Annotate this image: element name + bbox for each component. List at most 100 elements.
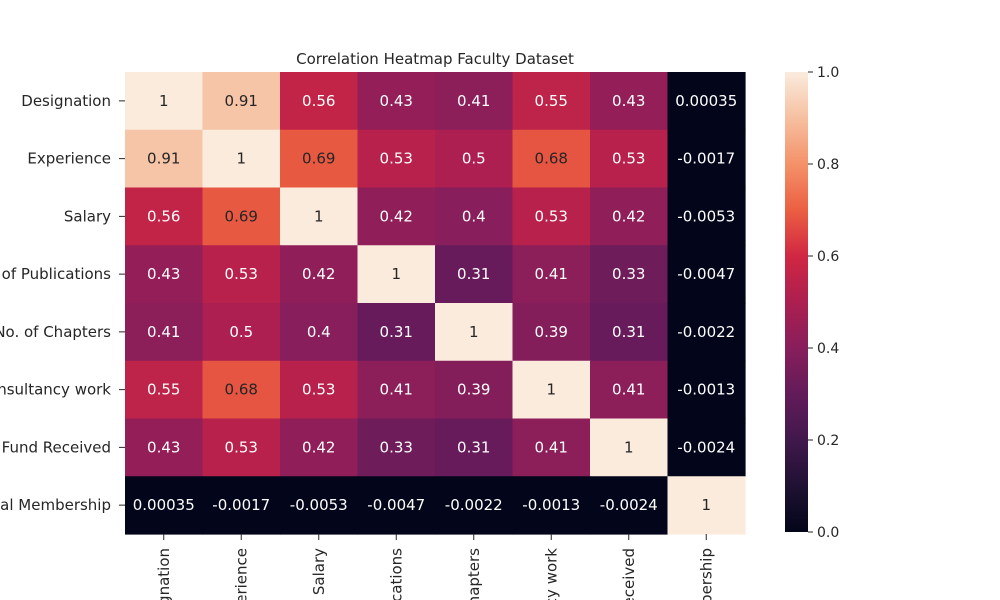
- cell-value-label: 0.00035: [675, 92, 737, 110]
- heatmap-cell: [357, 360, 436, 420]
- cell-value-label: -0.0024: [677, 438, 735, 456]
- heatmap-cell: [590, 360, 669, 420]
- heatmap-cell: [125, 303, 204, 362]
- heatmap-cell: [435, 129, 514, 189]
- cell-value-label: 0.53: [302, 381, 335, 399]
- heatmap-cell: [357, 303, 436, 362]
- cell-value-label: 0.31: [380, 323, 413, 341]
- cell-value-label: 0.00035: [133, 496, 195, 514]
- heatmap-cell: [202, 303, 281, 362]
- heatmap-cell: [280, 303, 359, 362]
- heatmap-cell: [202, 245, 281, 304]
- cell-value-label: -0.0017: [677, 150, 735, 168]
- heatmap-cell: [125, 245, 204, 304]
- cell-value-label: 1: [391, 265, 401, 283]
- heatmap-cell: [590, 72, 669, 131]
- heatmap-cell: [125, 187, 204, 246]
- heatmap-cell: [512, 360, 591, 420]
- cell-value-label: 0.41: [612, 381, 645, 399]
- x-tick-label: gnation: [155, 548, 173, 600]
- cell-value-label: 0.5: [229, 323, 253, 341]
- cell-value-label: 0.41: [380, 381, 413, 399]
- cell-value-label: 1: [159, 92, 169, 110]
- cell-value-label: -0.0022: [677, 323, 735, 341]
- y-tick-label: Fund Received: [2, 438, 111, 456]
- heatmap-cell: [667, 360, 746, 420]
- heatmap-cell: [667, 476, 746, 535]
- cell-value-label: 0.43: [380, 92, 413, 110]
- cell-value-label: -0.0024: [600, 496, 658, 514]
- colorbar-tick-label: 0.0: [817, 525, 839, 541]
- cell-value-label: 1: [314, 207, 324, 225]
- heatmap-cell: [280, 129, 359, 189]
- y-tick-label: Salary: [64, 207, 111, 225]
- heatmap-cell: [667, 303, 746, 362]
- cell-value-label: 0.53: [535, 207, 568, 225]
- x-tick-label: eceived: [620, 548, 638, 600]
- cell-value-label: 0.43: [147, 438, 180, 456]
- heatmap-cell: [202, 72, 281, 131]
- cell-value-label: -0.0053: [677, 207, 735, 225]
- heatmap-cell: [202, 187, 281, 246]
- x-tick-label: Salary: [310, 548, 328, 595]
- cell-value-label: 1: [236, 150, 246, 168]
- cell-value-label: 0.56: [147, 207, 180, 225]
- heatmap-cell: [590, 129, 669, 189]
- cell-value-label: 0.39: [457, 381, 490, 399]
- heatmap-cell: [357, 418, 436, 477]
- cell-value-label: 0.55: [147, 381, 180, 399]
- heatmap-cell: [125, 360, 204, 420]
- colorbar-tick-label: 0.4: [817, 341, 839, 357]
- x-tick-label: erience: [232, 548, 250, 600]
- heatmap-cell: [357, 245, 436, 304]
- colorbar-tick-label: 1.0: [817, 65, 839, 81]
- heatmap-cell: [280, 418, 359, 477]
- heatmap-cell: [125, 129, 204, 189]
- cell-value-label: 0.53: [612, 150, 645, 168]
- heatmap-cell: [435, 72, 514, 131]
- x-tick-label: ications: [387, 548, 405, 600]
- heatmap-cell: [512, 245, 591, 304]
- cell-value-label: 0.31: [457, 438, 490, 456]
- cell-value-label: 1: [624, 438, 634, 456]
- heatmap-cell: [667, 72, 746, 131]
- cell-value-label: 0.91: [147, 150, 180, 168]
- cell-value-label: -0.0047: [367, 496, 425, 514]
- colorbar-gradient: [785, 72, 808, 532]
- cell-value-label: 0.68: [225, 381, 258, 399]
- cell-value-label: -0.0013: [522, 496, 580, 514]
- cell-value-label: 0.41: [147, 323, 180, 341]
- heatmap-cell: [512, 187, 591, 246]
- heatmap-cell: [590, 245, 669, 304]
- heatmap-cell: [435, 187, 514, 246]
- heatmap-cell: [590, 303, 669, 362]
- heatmap-cell: [667, 245, 746, 304]
- cell-value-label: 0.5: [462, 150, 486, 168]
- cell-value-label: 0.33: [380, 438, 413, 456]
- heatmap-cell: [280, 72, 359, 131]
- x-tick-label: hapters: [465, 548, 483, 600]
- x-tick-label: bership: [697, 548, 715, 600]
- heatmap-cell: [590, 187, 669, 246]
- cell-value-label: 0.4: [462, 207, 486, 225]
- heatmap-cell: [280, 187, 359, 246]
- cell-value-label: 0.31: [457, 265, 490, 283]
- y-tick-label: consultancy work: [0, 381, 111, 399]
- cell-value-label: 0.31: [612, 323, 645, 341]
- cell-value-label: 0.68: [535, 150, 568, 168]
- heatmap-cell: [590, 418, 669, 477]
- y-tick-label: No. of Chapters: [0, 323, 111, 341]
- cell-value-label: 0.43: [612, 92, 645, 110]
- cell-value-label: 0.41: [535, 265, 568, 283]
- heatmap-cell: [202, 476, 281, 535]
- cell-value-label: 0.42: [302, 265, 335, 283]
- cell-value-label: 0.69: [225, 207, 258, 225]
- cell-value-label: -0.0017: [212, 496, 270, 514]
- heatmap-cell: [512, 129, 591, 189]
- heatmap-cell: [125, 476, 204, 535]
- cell-value-label: 0.56: [302, 92, 335, 110]
- heatmap-cell: [667, 418, 746, 477]
- heatmap-cell: [512, 72, 591, 131]
- heatmap-cell: [435, 360, 514, 420]
